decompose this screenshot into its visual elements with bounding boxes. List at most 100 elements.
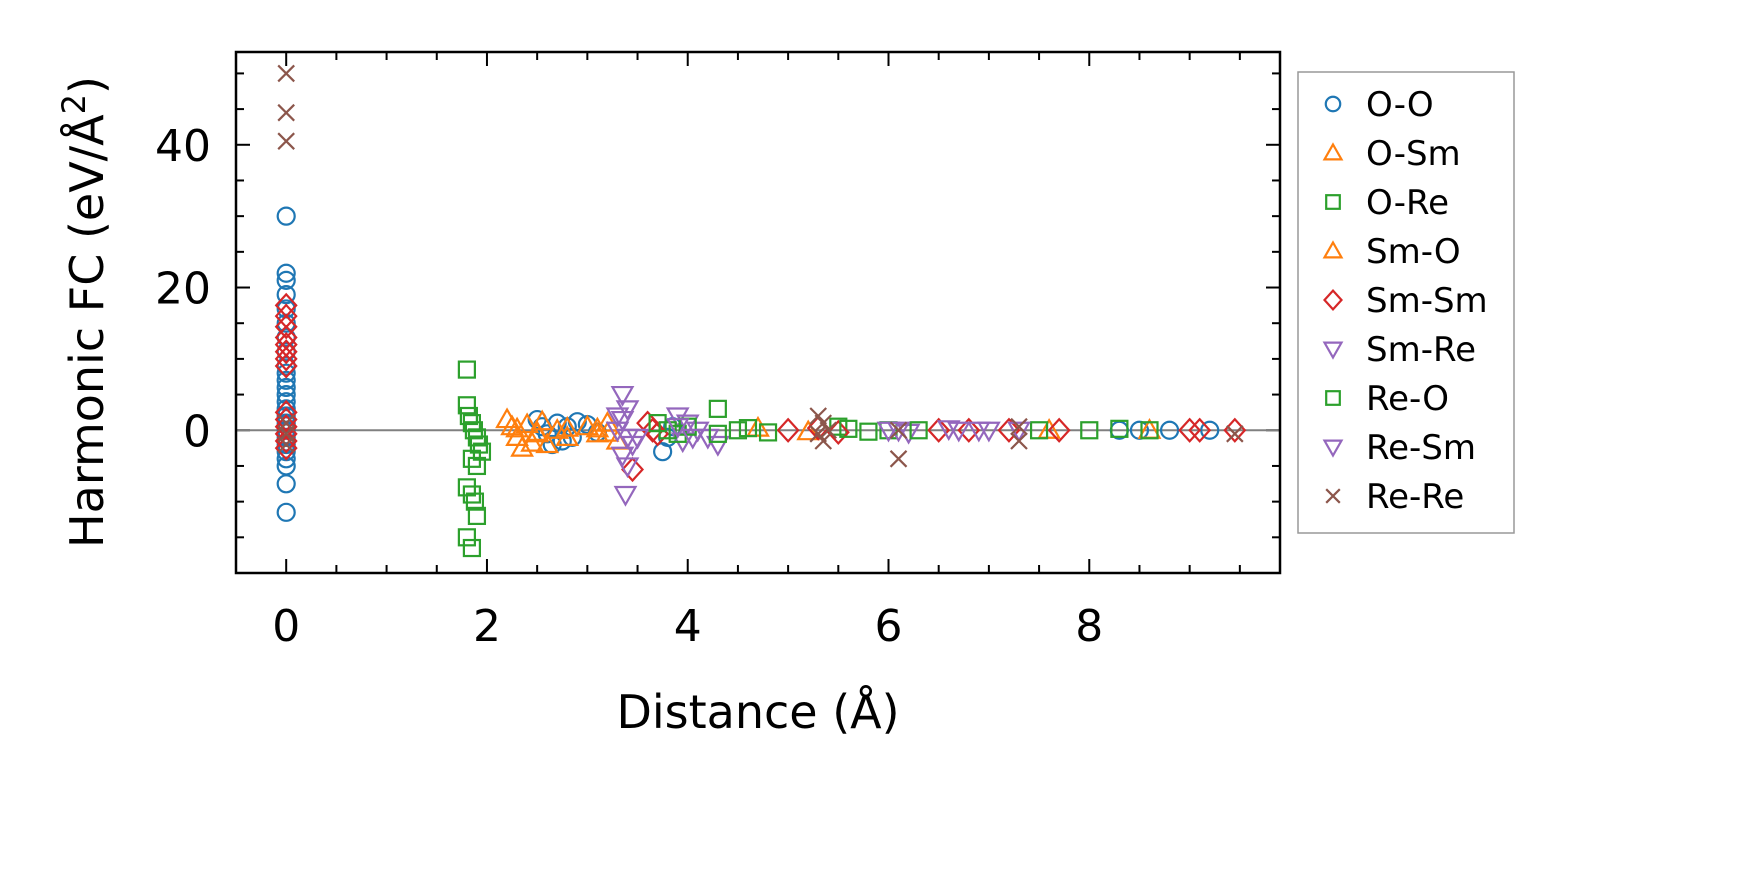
data-point (658, 421, 677, 440)
data-point (746, 415, 770, 437)
data-point (1159, 420, 1180, 440)
series-re-re (277, 64, 1244, 468)
data-point (276, 502, 296, 522)
data-point (728, 421, 748, 440)
data-point (585, 416, 610, 438)
data-point (695, 428, 720, 450)
x-axis-label: Distance (Å) (616, 685, 899, 739)
data-point (819, 421, 838, 440)
legend-entry-o-o: O-O (1324, 85, 1434, 125)
data-point (946, 421, 971, 443)
data-point (276, 377, 296, 398)
data-point (665, 407, 690, 429)
ticks (236, 52, 1280, 573)
data-point (705, 435, 730, 457)
data-point (462, 538, 482, 558)
data-point (276, 370, 296, 390)
data-point (1110, 419, 1129, 438)
data-point (665, 418, 690, 439)
data-point (467, 506, 487, 526)
data-points (274, 64, 1247, 558)
y-axis-label-superscript: 2 (55, 94, 93, 114)
data-point (457, 360, 476, 379)
data-point (274, 314, 298, 340)
data-point (859, 422, 878, 441)
data-point (1010, 432, 1028, 450)
legend-marker (1322, 240, 1344, 259)
legend-entry-sm-o: Sm-O (1322, 232, 1461, 272)
data-point (276, 356, 296, 376)
y-axis-label: Harmonic FC (eV/Å2) (55, 76, 114, 548)
data-point (515, 412, 540, 434)
data-point (535, 432, 560, 454)
legend-label: O-O (1366, 85, 1434, 125)
data-point (277, 132, 295, 150)
data-point (1010, 417, 1028, 436)
legend-frame (1297, 71, 1515, 534)
legend-entry-re-sm: Re-Sm (1322, 428, 1476, 468)
data-point (889, 450, 908, 468)
y-tick-label: 0 (183, 406, 211, 457)
data-point (276, 206, 296, 226)
data-point (277, 64, 295, 83)
data-point (465, 492, 485, 511)
data-point (605, 407, 630, 429)
data-point (276, 449, 296, 469)
legend-marker (1325, 390, 1341, 406)
data-point (274, 435, 298, 461)
legend-entry-sm-sm: Sm-Sm (1323, 281, 1488, 321)
data-point (1200, 420, 1220, 440)
series-sm-sm (274, 292, 1247, 483)
data-point (610, 410, 635, 432)
legend-entry-re-o: Re-O (1325, 379, 1449, 419)
data-point (276, 384, 296, 405)
data-point (525, 420, 550, 442)
y-tick-label: 20 (155, 264, 211, 315)
data-point (957, 417, 981, 443)
data-point (1140, 421, 1159, 440)
legend-marker (1322, 341, 1344, 360)
legend-label: Sm-Re (1366, 330, 1476, 370)
data-point (927, 417, 951, 443)
data-point (796, 419, 821, 441)
legend: O-O O-Sm O-Re Sm-O Sm-Sm Sm-Re Re-O Re-Sm Re-Re (1297, 71, 1515, 534)
data-point (457, 528, 476, 547)
data-point (889, 421, 908, 440)
data-point (814, 432, 833, 450)
data-point (621, 456, 645, 483)
data-point (1226, 425, 1244, 443)
data-point (776, 417, 800, 443)
x-tick-label: 8 (1075, 601, 1103, 652)
data-point (467, 456, 487, 476)
data-point (708, 399, 727, 418)
axes-frame (234, 50, 1282, 575)
data-point (276, 363, 296, 383)
x-tick-label: 6 (875, 601, 903, 652)
data-point (457, 396, 476, 415)
data-point (680, 428, 705, 450)
data-point (610, 446, 635, 468)
data-point (625, 428, 650, 450)
y-tick-label: 40 (155, 121, 211, 172)
data-point (1029, 421, 1049, 440)
legend-marker (1325, 488, 1341, 504)
data-point (1188, 417, 1212, 443)
legend-entry-o-sm: O-Sm (1322, 134, 1461, 174)
data-point (276, 342, 296, 362)
series-o-re (457, 360, 1159, 558)
tick-labels: 0 2 4 6 8 0 20 40 (155, 121, 1103, 652)
data-point (276, 327, 296, 348)
legend-marker (1325, 194, 1341, 210)
legend-marker (1323, 289, 1343, 311)
data-point (274, 346, 298, 372)
data-point (276, 270, 296, 290)
legend-label: Re-Re (1366, 477, 1464, 517)
legend-marker (1322, 142, 1344, 161)
data-point (276, 263, 296, 283)
data-point (277, 435, 295, 454)
data-point (826, 419, 850, 446)
data-point (615, 400, 640, 422)
legend-entry-re-re: Re-Re (1325, 477, 1464, 517)
